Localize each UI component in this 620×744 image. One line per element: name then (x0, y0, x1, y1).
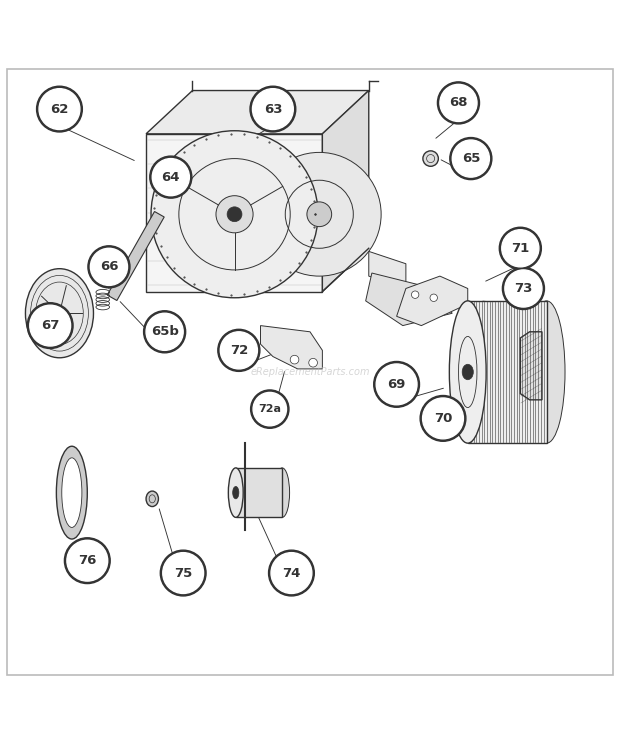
Circle shape (218, 330, 260, 371)
Circle shape (146, 313, 183, 350)
Circle shape (163, 553, 203, 594)
Circle shape (252, 89, 293, 129)
Circle shape (39, 89, 80, 129)
Ellipse shape (450, 301, 486, 443)
Circle shape (440, 84, 477, 121)
Ellipse shape (232, 487, 239, 498)
Circle shape (257, 153, 381, 276)
Circle shape (153, 158, 189, 196)
Circle shape (67, 540, 108, 581)
Text: 66: 66 (100, 260, 118, 273)
Polygon shape (146, 91, 369, 134)
Circle shape (253, 392, 286, 426)
Circle shape (150, 156, 192, 198)
Circle shape (412, 291, 419, 298)
Ellipse shape (462, 365, 473, 379)
Polygon shape (369, 251, 406, 289)
Ellipse shape (56, 446, 87, 539)
Circle shape (438, 82, 479, 124)
Circle shape (374, 362, 420, 407)
Circle shape (227, 207, 242, 222)
Text: 68: 68 (450, 97, 467, 109)
Circle shape (502, 230, 539, 267)
Text: eReplacementParts.com: eReplacementParts.com (250, 367, 370, 377)
Circle shape (423, 398, 463, 439)
Circle shape (30, 305, 71, 346)
Text: 65: 65 (462, 152, 480, 165)
Text: 63: 63 (264, 103, 282, 115)
Ellipse shape (62, 458, 82, 527)
Circle shape (505, 270, 542, 307)
Circle shape (161, 550, 206, 596)
Circle shape (420, 396, 466, 441)
Circle shape (271, 553, 312, 594)
Text: 73: 73 (514, 282, 533, 295)
Text: 67: 67 (41, 319, 60, 332)
Text: 72: 72 (230, 344, 248, 357)
Text: 69: 69 (388, 378, 406, 391)
Circle shape (220, 332, 257, 369)
Polygon shape (260, 326, 322, 369)
Circle shape (250, 390, 289, 429)
Circle shape (499, 227, 541, 269)
Text: 76: 76 (78, 554, 97, 567)
Polygon shape (366, 273, 452, 326)
Ellipse shape (55, 308, 64, 318)
Circle shape (268, 550, 314, 596)
FancyBboxPatch shape (7, 69, 613, 675)
Polygon shape (467, 301, 547, 443)
Ellipse shape (423, 151, 438, 167)
Circle shape (309, 359, 317, 367)
Circle shape (250, 86, 296, 132)
Text: 70: 70 (434, 412, 452, 425)
Circle shape (502, 267, 544, 310)
Circle shape (144, 311, 185, 353)
Text: 62: 62 (50, 103, 69, 115)
Ellipse shape (25, 269, 94, 358)
Text: 75: 75 (174, 566, 192, 580)
Circle shape (37, 86, 82, 132)
Circle shape (88, 246, 130, 288)
Circle shape (64, 538, 110, 583)
Circle shape (216, 196, 253, 233)
Text: 74: 74 (282, 566, 301, 580)
Text: 64: 64 (162, 170, 180, 184)
Circle shape (27, 303, 73, 348)
Ellipse shape (528, 301, 565, 443)
Circle shape (430, 294, 438, 301)
Circle shape (376, 364, 417, 405)
Circle shape (91, 248, 128, 286)
Polygon shape (236, 468, 282, 517)
Text: 72a: 72a (259, 404, 281, 414)
Circle shape (307, 202, 332, 227)
Ellipse shape (228, 468, 243, 517)
Ellipse shape (146, 491, 159, 507)
Polygon shape (397, 276, 467, 326)
Polygon shape (146, 134, 322, 292)
Polygon shape (107, 211, 164, 301)
Text: 71: 71 (512, 242, 529, 254)
Polygon shape (520, 332, 542, 400)
Circle shape (151, 131, 318, 298)
Circle shape (290, 356, 299, 364)
Text: 65b: 65b (151, 325, 179, 339)
Circle shape (450, 138, 492, 179)
Ellipse shape (275, 468, 290, 517)
Circle shape (452, 140, 489, 177)
Polygon shape (322, 91, 369, 292)
